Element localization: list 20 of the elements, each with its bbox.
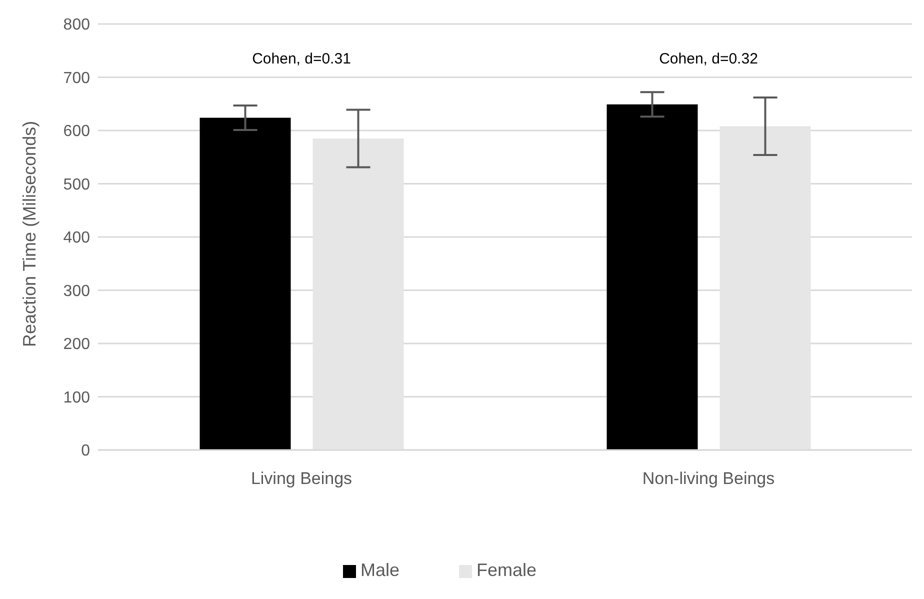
y-tick-label: 700 — [63, 70, 90, 87]
x-tick-label: Living Beings — [250, 469, 352, 488]
y-tick-label: 800 — [63, 16, 90, 34]
annotation: Cohen, d=0.31 — [252, 50, 351, 68]
legend-label: Male — [360, 560, 400, 580]
x-tick-label: Non-living Beings — [642, 469, 775, 488]
y-tick-label: 300 — [63, 282, 90, 300]
y-tick-label: 0 — [81, 442, 90, 460]
bar — [720, 126, 811, 450]
bar — [200, 118, 291, 450]
y-tick-label: 500 — [63, 176, 90, 194]
y-axis-title: Reaction Time (Miliseconds) — [19, 120, 40, 347]
annotation: Cohen, d=0.32 — [659, 50, 758, 68]
bar — [312, 138, 404, 450]
y-tick-label: 600 — [63, 123, 90, 140]
bar — [606, 104, 698, 450]
legend-label: Female — [476, 560, 537, 580]
y-tick-label: 400 — [63, 230, 90, 247]
y-tick-label: 100 — [63, 389, 90, 406]
y-tick-label: 200 — [63, 336, 90, 354]
